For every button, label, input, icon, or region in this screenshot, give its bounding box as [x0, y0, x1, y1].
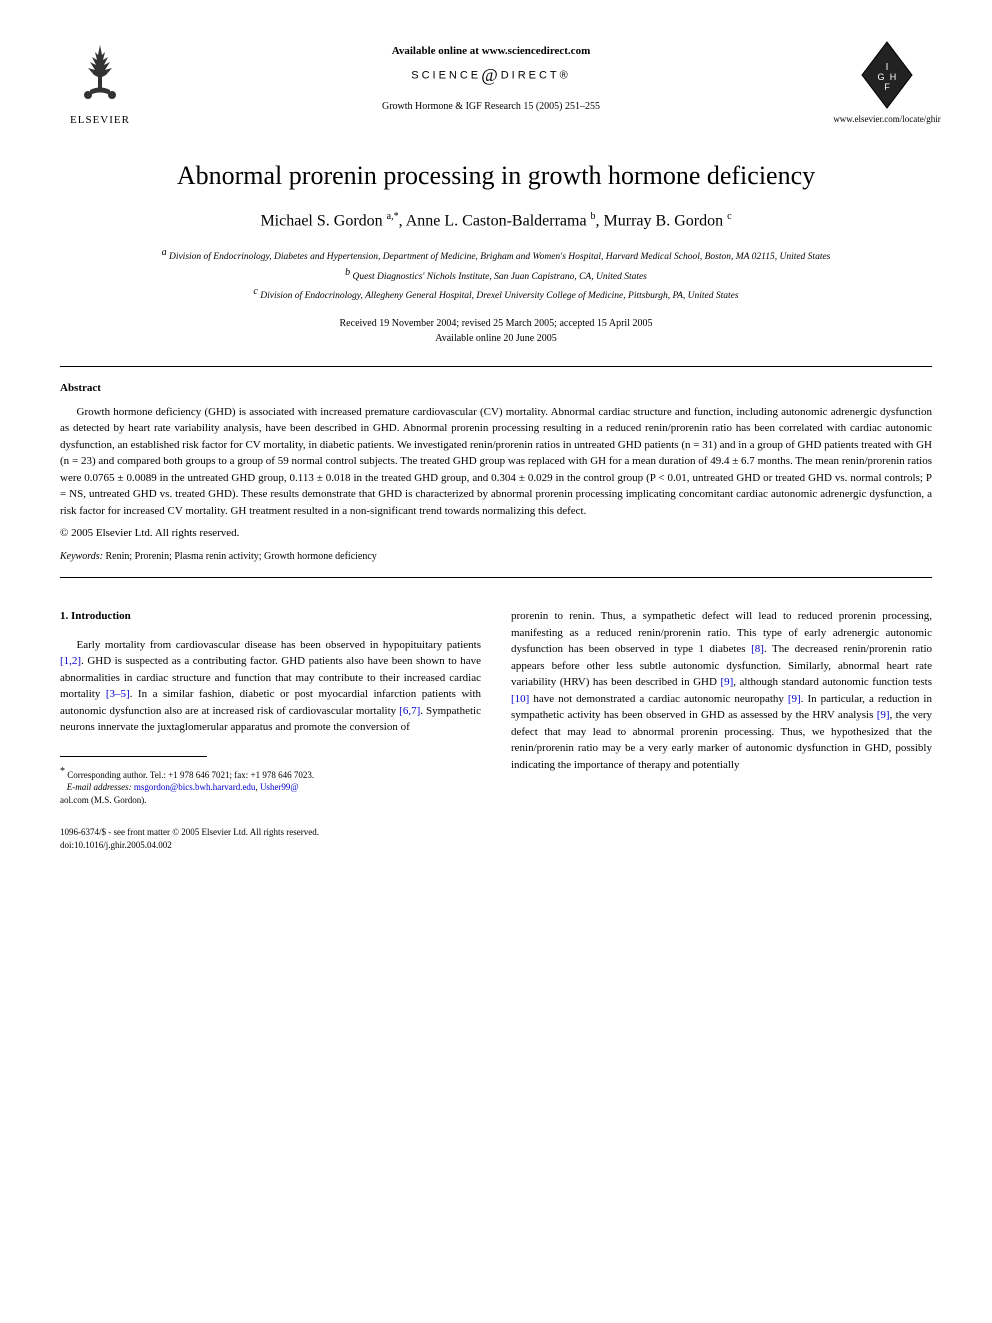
- journal-diamond-icon: I G H F: [857, 40, 917, 110]
- left-column: 1. Introduction Early mortality from car…: [60, 608, 481, 806]
- center-header: Available online at www.sciencedirect.co…: [140, 40, 842, 112]
- intro-heading: 1. Introduction: [60, 608, 481, 625]
- email-label: E-mail addresses:: [67, 782, 132, 792]
- ref-link[interactable]: [10]: [511, 693, 529, 705]
- journal-url: www.elsevier.com/locate/ghir: [833, 114, 940, 124]
- article-dates: Received 19 November 2004; revised 25 Ma…: [60, 316, 932, 346]
- corresponding-footnote: * Corresponding author. Tel.: +1 978 646…: [60, 765, 481, 807]
- available-online-text: Available online at www.sciencedirect.co…: [140, 45, 842, 57]
- intro-paragraph-1: Early mortality from cardiovascular dise…: [60, 637, 481, 736]
- intro-paragraph-continued: prorenin to renin. Thus, a sympathetic d…: [511, 608, 932, 773]
- svg-text:G: G: [877, 72, 884, 82]
- ref-link[interactable]: [8]: [751, 643, 764, 655]
- affiliations: a Division of Endocrinology, Diabetes an…: [60, 245, 932, 303]
- elsevier-logo: ELSEVIER: [60, 40, 140, 126]
- authors-line: Michael S. Gordon a,*, Anne L. Caston-Ba…: [60, 211, 932, 230]
- svg-text:F: F: [884, 82, 890, 92]
- abstract-body: Growth hormone deficiency (GHD) is assoc…: [60, 404, 932, 520]
- corr-author: Corresponding author. Tel.: +1 978 646 7…: [67, 770, 314, 780]
- sd-suffix: DIRECT®: [501, 69, 571, 81]
- journal-logo: I G H F www.elsevier.com/locate/ghir: [842, 40, 932, 124]
- ref-link[interactable]: [1,2]: [60, 655, 81, 667]
- journal-reference: Growth Hormone & IGF Research 15 (2005) …: [140, 101, 842, 112]
- page-header: ELSEVIER Available online at www.science…: [60, 40, 932, 126]
- online-date: Available online 20 June 2005: [435, 333, 556, 344]
- ref-link[interactable]: [6,7]: [399, 705, 420, 717]
- article-title: Abnormal prorenin processing in growth h…: [60, 161, 932, 191]
- elsevier-tree-icon: [70, 40, 130, 110]
- ref-link[interactable]: [3–5]: [106, 688, 130, 700]
- ref-link[interactable]: [9]: [788, 693, 801, 705]
- author-3: Murray B. Gordon: [604, 212, 724, 229]
- svg-text:H: H: [890, 72, 897, 82]
- divider: [60, 366, 932, 367]
- received-date: Received 19 November 2004; revised 25 Ma…: [340, 318, 653, 329]
- author-2-sup: b: [591, 211, 596, 222]
- footnote-separator: [60, 756, 207, 757]
- sd-at-icon: @: [481, 65, 501, 85]
- keywords-line: Keywords: Renin; Prorenin; Plasma renin …: [60, 551, 932, 562]
- author-2: Anne L. Caston-Balderrama: [406, 212, 587, 229]
- ref-link[interactable]: [9]: [720, 676, 733, 688]
- author-3-sup: c: [727, 211, 731, 222]
- right-column: prorenin to renin. Thus, a sympathetic d…: [511, 608, 932, 806]
- divider: [60, 577, 932, 578]
- body-columns: 1. Introduction Early mortality from car…: [60, 608, 932, 806]
- author-1-sup: a,*: [387, 211, 399, 222]
- affil-c: Division of Endocrinology, Allegheny Gen…: [260, 291, 738, 301]
- sciencedirect-logo: SCIENCE@DIRECT®: [140, 65, 842, 86]
- keywords-list: Renin; Prorenin; Plasma renin activity; …: [105, 551, 376, 562]
- affil-b: Quest Diagnostics' Nichols Institute, Sa…: [352, 272, 646, 282]
- footer-line-1: 1096-6374/$ - see front matter © 2005 El…: [60, 827, 319, 837]
- abstract-copyright: © 2005 Elsevier Ltd. All rights reserved…: [60, 527, 932, 539]
- footer-line-2: doi:10.1016/j.ghir.2005.04.002: [60, 840, 172, 850]
- affil-a: Division of Endocrinology, Diabetes and …: [169, 252, 830, 262]
- svg-text:I: I: [886, 62, 889, 73]
- author-1: Michael S. Gordon: [260, 212, 382, 229]
- elsevier-label: ELSEVIER: [70, 114, 130, 126]
- email-link-1[interactable]: msgordon@bics.bwh.harvard.edu: [134, 782, 256, 792]
- sd-prefix: SCIENCE: [411, 69, 481, 81]
- email-line-2: aol.com (M.S. Gordon).: [60, 795, 147, 805]
- footer-info: 1096-6374/$ - see front matter © 2005 El…: [60, 826, 932, 851]
- keywords-label: Keywords:: [60, 551, 103, 562]
- abstract-heading: Abstract: [60, 382, 932, 394]
- ref-link[interactable]: [9]: [877, 709, 890, 721]
- email-link-2[interactable]: Usher99@: [260, 782, 299, 792]
